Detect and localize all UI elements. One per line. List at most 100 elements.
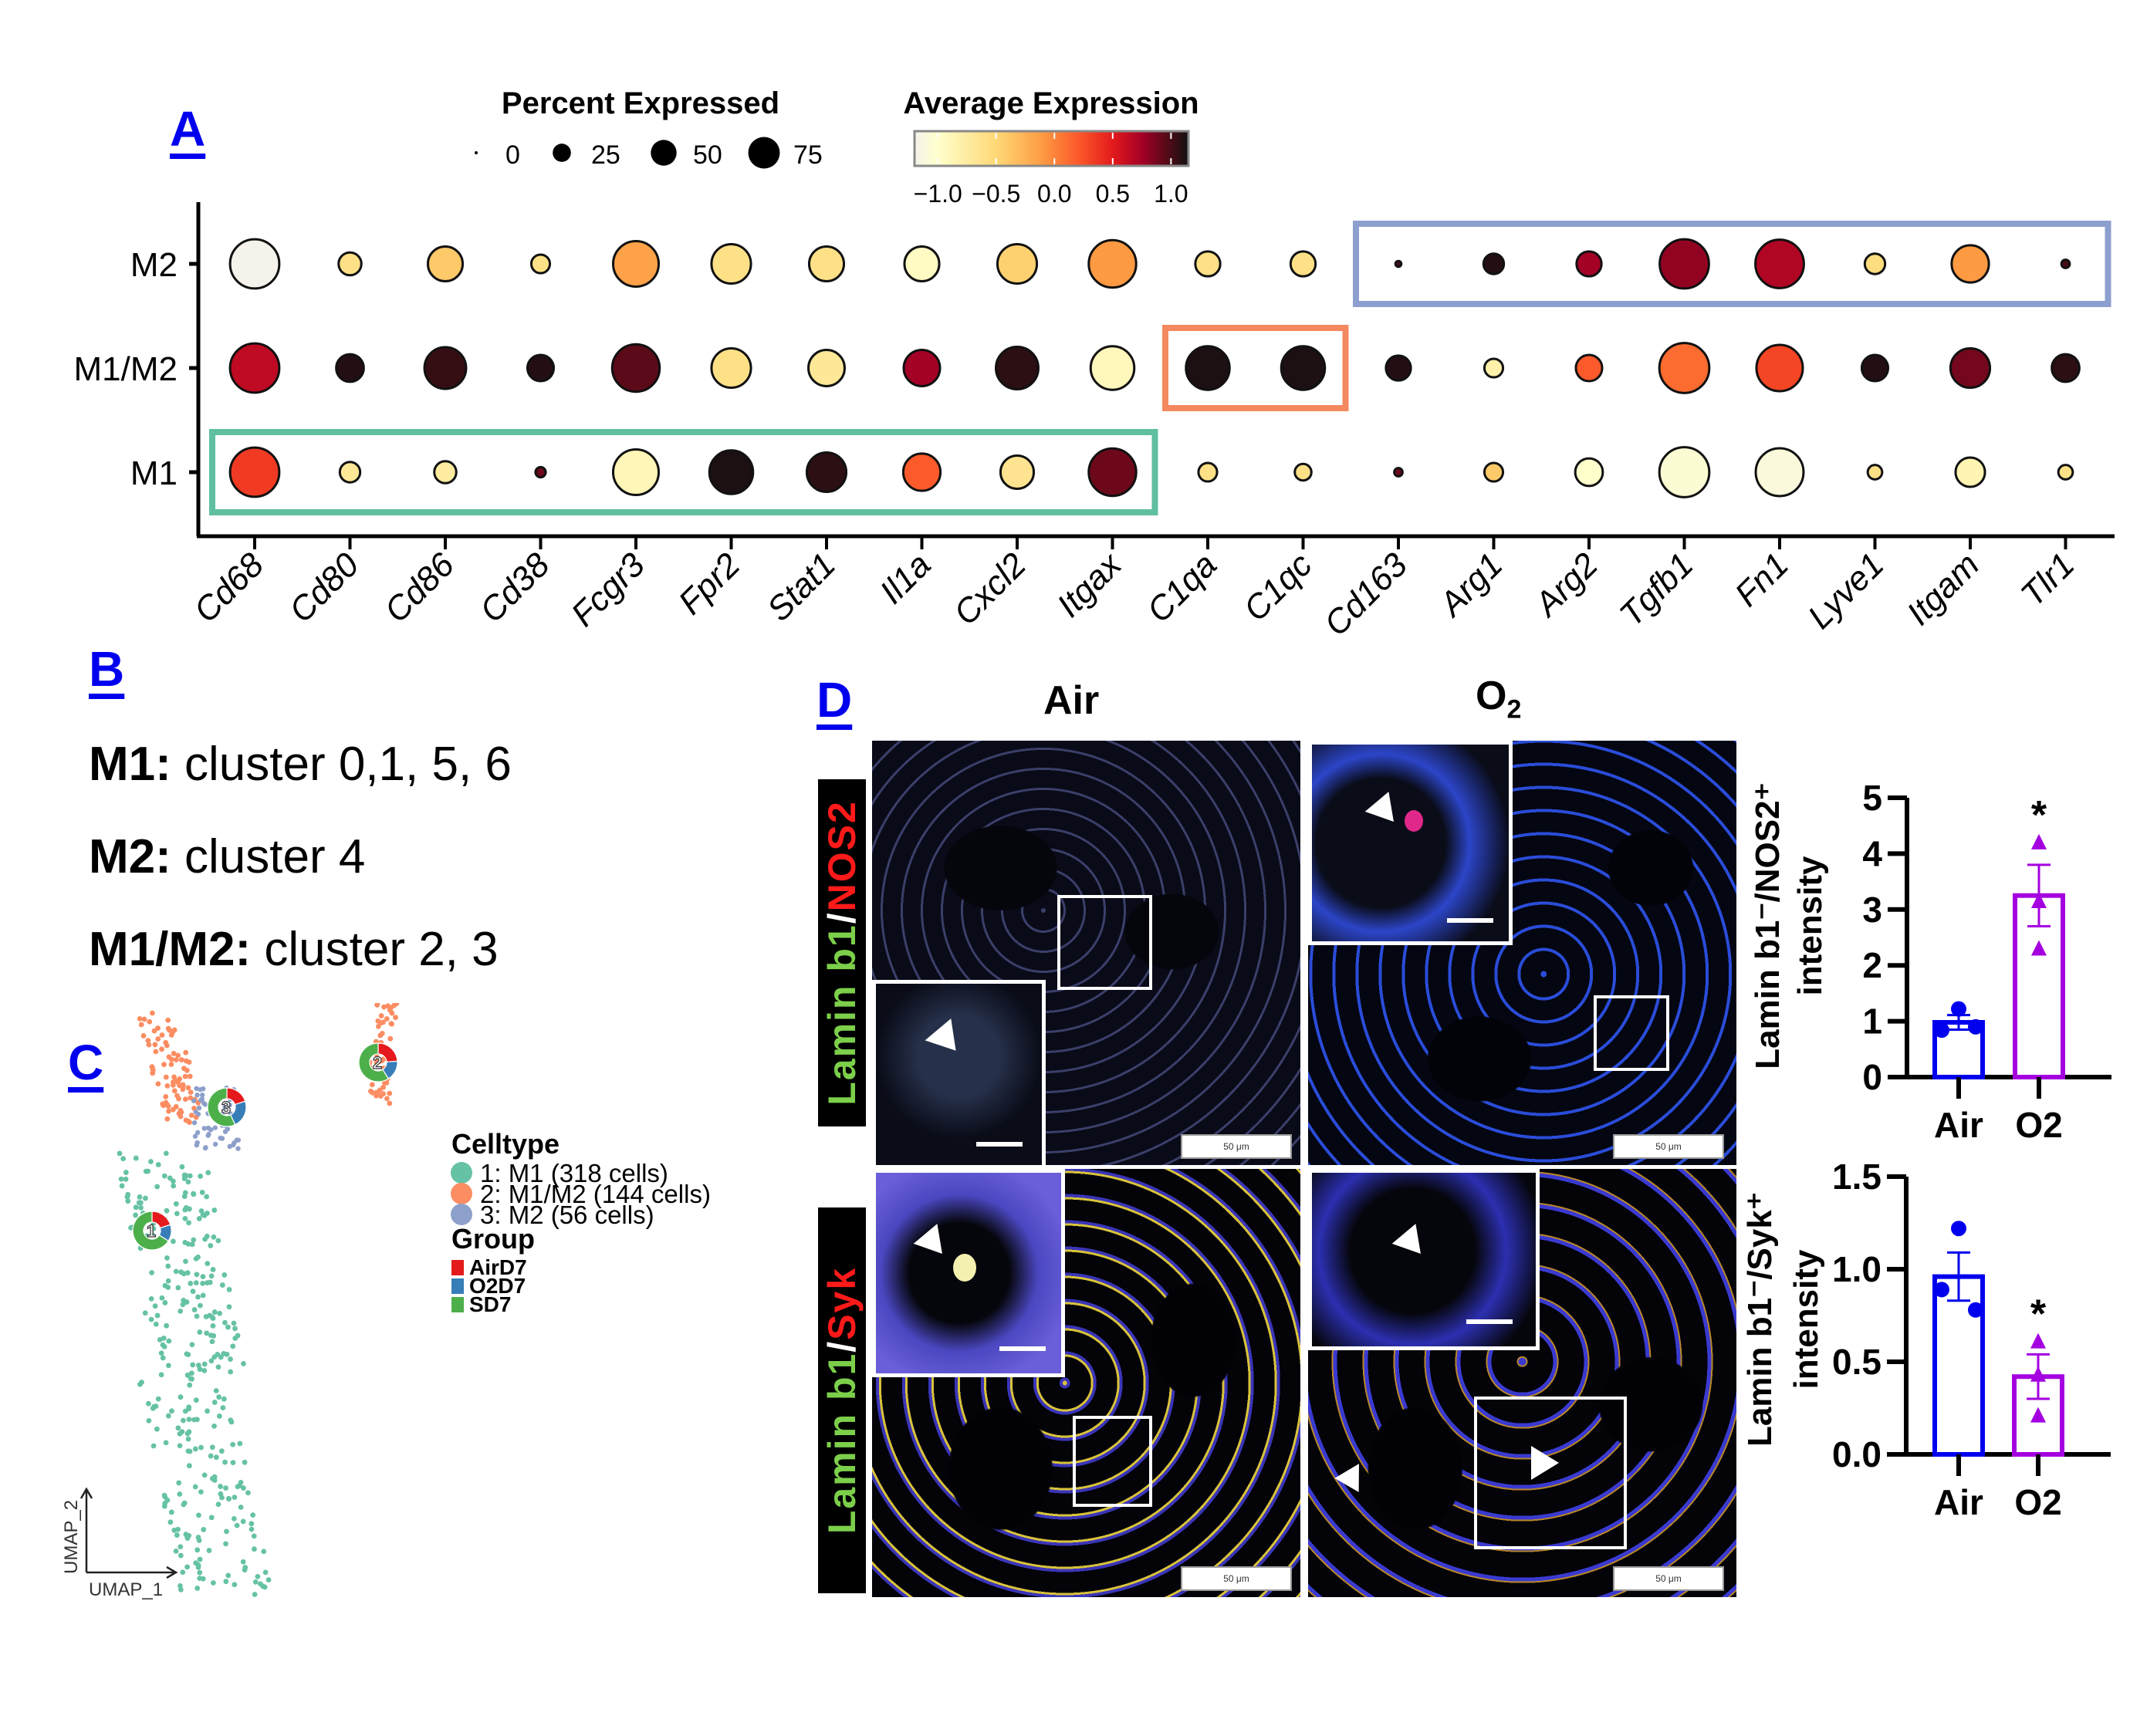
- inset-zoom: [1308, 1169, 1540, 1350]
- umap-point-m1: [211, 1580, 216, 1586]
- umap-point-m1m2: [388, 1021, 394, 1027]
- umap-point-m1: [181, 1194, 188, 1200]
- data-point: [2031, 833, 2047, 849]
- dot-tlr1-m1m2: [2051, 353, 2081, 383]
- umap-point-m1m2: [387, 1035, 394, 1042]
- umap-point-m1: [190, 1288, 196, 1295]
- umap-point-m1: [194, 1586, 201, 1591]
- dot-cd38-m1: [534, 465, 547, 479]
- umap-point-m1: [201, 1361, 208, 1367]
- umap-point-m1m2: [159, 1032, 165, 1038]
- umap-point-m1: [166, 1338, 172, 1344]
- umap-point-m1m2: [160, 1101, 166, 1107]
- umap-point-m1: [150, 1443, 157, 1449]
- umap-point-m1: [173, 1548, 179, 1554]
- umap-point-m1m2: [374, 1093, 379, 1099]
- data-point: [1951, 1001, 1966, 1017]
- umap-point-m1: [228, 1369, 234, 1375]
- umap-point-m1: [186, 1532, 192, 1538]
- umap-point-m1: [133, 1212, 138, 1218]
- umap-point-m1: [150, 1405, 156, 1411]
- umap-point-m2: [201, 1126, 207, 1131]
- umap-point-m1: [209, 1444, 215, 1451]
- umap-point-m1m2: [384, 1016, 390, 1022]
- umap-point-m1: [155, 1162, 161, 1167]
- umap-point-m1: [210, 1267, 216, 1272]
- umap-point-m2: [230, 1142, 236, 1148]
- stain-label-syk: Lamin b1/Syk: [818, 1207, 866, 1593]
- umap-point-m1: [200, 1576, 206, 1582]
- umap-point-m1: [219, 1282, 225, 1288]
- umap-point-m1: [261, 1549, 267, 1555]
- umap-point-m1m2: [165, 1103, 171, 1109]
- umap-point-m1: [184, 1372, 191, 1378]
- umap-point-m1m2: [163, 1074, 169, 1080]
- inset-scale-bar: [999, 1346, 1046, 1351]
- umap-point-m1: [226, 1495, 232, 1501]
- umap-point-m1: [240, 1559, 246, 1565]
- column-title-o2: O2: [1476, 673, 1521, 724]
- dot-cd68-m1m2: [228, 342, 281, 394]
- umap-point-m1: [252, 1546, 257, 1552]
- umap-point-m2: [208, 1127, 214, 1133]
- dotplot-chart: M2 M1/M2 M1 Cd68 Cd80 Cd86 Cd38 Fcgr3 Fpr2 Stat1 I…: [74, 86, 2115, 643]
- y-tick-label: M2: [130, 246, 178, 284]
- umap-point-m1: [242, 1459, 248, 1465]
- umap-point-m1: [171, 1183, 177, 1189]
- umap-point-m1: [188, 1370, 194, 1376]
- umap-point-m1: [216, 1413, 222, 1419]
- umap-point-m1: [169, 1408, 174, 1414]
- x-tick-label: Fn1: [1728, 545, 1796, 613]
- umap-point-m1: [180, 1302, 186, 1308]
- umap-point-m1: [148, 1159, 154, 1164]
- umap-point-m1: [210, 1323, 216, 1329]
- umap-point-m1m2: [153, 1049, 159, 1055]
- cluster-value: cluster 0,1, 5, 6: [171, 738, 512, 791]
- stain-sep: /: [820, 911, 864, 924]
- cluster-key: M2:: [89, 830, 171, 883]
- umap-point-m1: [226, 1304, 232, 1310]
- stain-green: Lamin b1: [820, 924, 864, 1106]
- umap-point-m1: [164, 1255, 170, 1261]
- umap-point-m1: [174, 1211, 180, 1217]
- umap-point-m1: [194, 1417, 200, 1423]
- umap-point-m1m2: [166, 1054, 172, 1060]
- umap-point-m1: [186, 1463, 192, 1469]
- dot-fcgr3-m2: [611, 239, 661, 289]
- x-tick-label: Fcgr3: [564, 545, 653, 634]
- umap-point-m1: [174, 1532, 180, 1538]
- cluster-value: cluster 2, 3: [251, 923, 499, 976]
- dot-cd68-m1: [228, 446, 281, 498]
- dot-arg2-m1m2: [1574, 353, 1604, 383]
- dot-arg1-m1m2: [1483, 357, 1505, 379]
- x-tick-label: C1qc: [1236, 545, 1319, 628]
- colorbar: [913, 130, 1190, 167]
- umap-point-m1: [164, 1322, 170, 1329]
- dot-arg1-m1: [1483, 461, 1505, 483]
- umap-point-m2: [196, 1105, 202, 1111]
- umap-point-m2: [191, 1098, 197, 1103]
- umap-point-m1m2: [163, 1094, 169, 1099]
- umap-point-m1m2: [150, 1070, 156, 1076]
- umap-point-m1m2: [384, 1096, 390, 1102]
- dot-cd86-m1m2: [423, 346, 468, 390]
- umap-point-m1: [161, 1503, 167, 1509]
- umap-point-m1: [158, 1350, 164, 1356]
- umap-point-m1: [195, 1294, 201, 1300]
- umap-point-m1: [148, 1295, 154, 1302]
- umap-point-m1m2: [183, 1058, 189, 1064]
- umap-point-m2: [205, 1133, 211, 1138]
- roi-box: [1594, 995, 1669, 1071]
- umap-point-m1m2: [138, 1022, 144, 1028]
- umap-point-m1: [208, 1358, 215, 1364]
- data-point: [2030, 1366, 2046, 1382]
- umap-point-m1: [193, 1255, 199, 1261]
- umap-point-m1m2: [171, 1106, 176, 1113]
- size-legend-label: 75: [793, 140, 823, 170]
- stain-red: NOS2: [820, 800, 864, 912]
- umap-point-m1m2: [140, 1033, 147, 1039]
- umap-point-m1m2: [173, 1057, 179, 1063]
- umap-point-m1m2: [145, 1038, 151, 1044]
- celltype-legend-swatch: [451, 1204, 472, 1225]
- group-legend-label: O2D7: [469, 1274, 526, 1298]
